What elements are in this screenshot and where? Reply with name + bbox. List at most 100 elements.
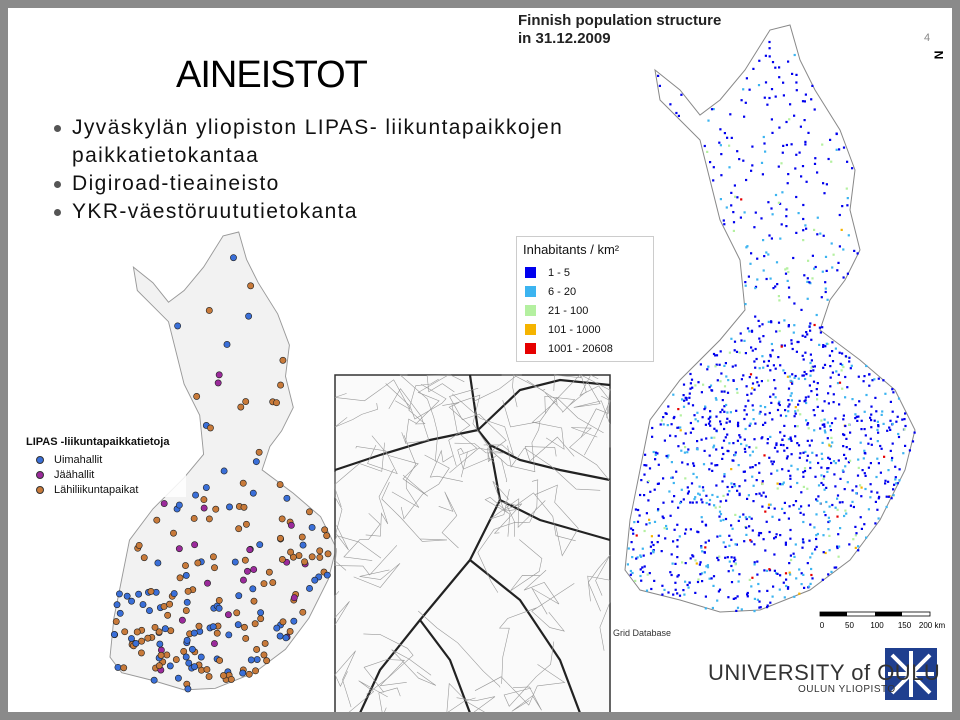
population-cell — [721, 399, 724, 402]
minor-road — [531, 583, 575, 632]
population-cell — [794, 410, 797, 413]
population-cell — [813, 108, 816, 111]
population-cell — [874, 500, 877, 503]
lipas-map — [109, 231, 337, 693]
population-cell — [869, 437, 872, 440]
population-cell — [685, 398, 688, 401]
population-cell — [743, 470, 746, 473]
population-cell — [740, 442, 743, 446]
population-cell — [669, 103, 672, 106]
population-cell — [788, 505, 791, 508]
legend-label: 1001 - 20608 — [548, 342, 613, 355]
population-cell — [691, 404, 695, 407]
population-cell — [726, 391, 730, 394]
legend-item: 101 - 1000 — [517, 320, 653, 339]
population-cell — [880, 447, 883, 450]
population-cell — [861, 469, 864, 472]
population-cell — [740, 99, 743, 102]
population-cell — [689, 431, 692, 434]
population-cell — [778, 66, 781, 69]
population-cell — [715, 363, 718, 366]
population-cell — [852, 538, 855, 541]
population-cell — [663, 527, 666, 530]
population-cell — [790, 342, 793, 345]
facility-dot — [184, 685, 192, 693]
facility-dot — [138, 637, 146, 645]
population-cell — [778, 518, 781, 521]
minor-road — [405, 374, 449, 444]
population-cell — [843, 433, 846, 437]
population-cell — [695, 476, 698, 479]
population-cell — [661, 515, 664, 518]
facility-dot — [276, 534, 284, 542]
population-cell — [830, 242, 833, 245]
population-cell — [717, 590, 720, 593]
minor-road — [426, 374, 465, 393]
minor-road — [514, 479, 539, 537]
population-cell — [708, 420, 712, 423]
population-cell — [767, 379, 770, 382]
population-cell — [690, 482, 694, 485]
population-cell — [677, 408, 680, 411]
population-cell — [894, 465, 897, 468]
facility-dot — [185, 659, 193, 667]
population-cell — [813, 267, 816, 270]
population-cell — [803, 274, 806, 277]
north-arrow: N — [931, 50, 946, 60]
population-cell — [778, 329, 781, 333]
population-cell — [652, 551, 655, 554]
population-cell — [728, 351, 731, 354]
population-cell — [783, 501, 786, 504]
facility-dot — [246, 546, 254, 554]
population-cell — [831, 341, 834, 344]
population-cell — [643, 529, 646, 533]
population-cell — [733, 340, 737, 343]
population-cell — [740, 198, 743, 201]
population-cell — [709, 384, 713, 387]
population-cell — [697, 578, 700, 581]
population-cell — [840, 228, 843, 231]
minor-road — [534, 484, 579, 557]
population-cell — [723, 473, 726, 476]
population-cell — [829, 425, 832, 428]
population-cell — [877, 377, 880, 380]
population-cell — [887, 495, 890, 498]
facility-dot — [279, 356, 287, 364]
population-cell — [734, 451, 737, 454]
population-cell — [732, 221, 736, 224]
population-cell — [762, 366, 765, 369]
population-cell — [793, 595, 796, 598]
facility-dot — [212, 505, 220, 513]
population-cell — [854, 413, 857, 416]
population-cell — [758, 337, 761, 340]
population-cell — [836, 269, 839, 272]
population-cell — [700, 545, 703, 548]
population-cell — [834, 485, 837, 488]
population-cell — [771, 61, 775, 64]
population-cell — [785, 143, 788, 147]
facility-dot — [323, 571, 331, 579]
population-cell — [787, 324, 790, 327]
population-cell — [843, 514, 846, 518]
population-cell — [633, 521, 636, 524]
facility-dot — [278, 515, 286, 523]
facility-dot — [231, 558, 239, 566]
population-cell — [804, 335, 807, 338]
facility-dot — [164, 611, 172, 619]
population-cell — [846, 204, 849, 207]
population-cell — [802, 203, 805, 207]
population-cell — [768, 456, 771, 459]
population-cell — [775, 442, 778, 445]
population-cell — [793, 302, 796, 305]
population-cell — [843, 488, 846, 491]
slide-title: AINEISTOT — [176, 54, 368, 96]
population-cell — [660, 419, 663, 422]
population-cell — [681, 461, 684, 464]
population-cell — [844, 375, 847, 379]
population-cell — [793, 324, 796, 327]
population-cell — [672, 593, 675, 596]
population-cell — [745, 77, 748, 80]
population-cell — [793, 376, 796, 379]
population-cell — [904, 424, 907, 428]
population-cell — [639, 568, 642, 571]
